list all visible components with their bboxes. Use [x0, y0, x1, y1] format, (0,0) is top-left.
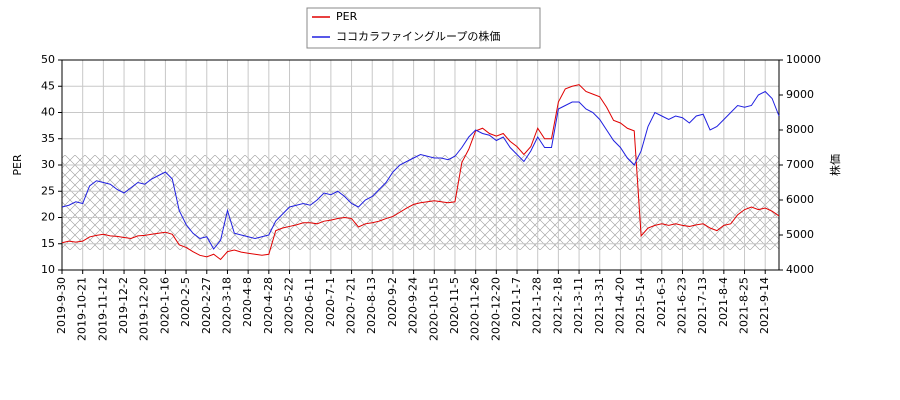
x-tick-label: 2021-8-25 [738, 277, 751, 334]
y-tick-label: 25 [41, 184, 55, 197]
x-tick-label: 2020-11-26 [469, 277, 482, 341]
y-tick-label: 30 [41, 158, 55, 171]
x-tick-label: 2019-11-12 [96, 277, 109, 341]
y-axis-label: PER [11, 154, 24, 176]
x-tick-label: 2020-5-22 [283, 277, 296, 334]
x-tick-label: 2020-1-16 [158, 277, 171, 334]
x-tick-label: 2020-6-11 [303, 277, 316, 334]
y-tick-label: 45 [41, 79, 55, 92]
y-tick-label: 15 [41, 237, 55, 250]
y-tick-label: 50 [41, 53, 55, 66]
x-tick-label: 2021-3-31 [593, 277, 606, 334]
series-line [61, 90, 780, 250]
legend-label: ココカラファイングループの株価 [336, 29, 500, 43]
plot-frame [61, 59, 780, 271]
x-tick-label: 2020-11-5 [448, 277, 461, 334]
y-tick-label: 20 [41, 211, 55, 224]
y-tick-label: 10 [41, 263, 55, 276]
x-tick-label: 2021-5-14 [634, 277, 647, 334]
series-line [61, 84, 780, 261]
y2-tick-label: 4000 [786, 263, 814, 276]
x-tick-label: 2019-9-30 [55, 277, 68, 334]
x-tick-label: 2021-7-13 [696, 277, 709, 334]
x-tick-label: 2019-12-2 [117, 277, 130, 334]
x-tick-label: 2020-9-2 [386, 277, 399, 327]
x-tick-label: 2020-2-5 [179, 277, 192, 327]
y-tick-label: 40 [41, 106, 55, 119]
x-tick-label: 2020-9-24 [407, 277, 420, 334]
x-tick-label: 2020-12-20 [489, 277, 502, 341]
y2-tick-label: 9000 [786, 88, 814, 101]
x-tick-label: 2021-6-23 [675, 277, 688, 334]
x-tick-label: 2021-4-20 [613, 277, 626, 334]
x-tick-label: 2020-3-18 [220, 277, 233, 334]
y-tick-label: 35 [41, 132, 55, 145]
y2-tick-label: 8000 [786, 123, 814, 136]
y2-tick-label: 5000 [786, 228, 814, 241]
y2-axis-label: 株価 [828, 154, 842, 176]
x-tick-label: 2021-2-18 [551, 277, 564, 334]
legend-box [306, 7, 541, 49]
x-tick-label: 2021-6-3 [655, 277, 668, 327]
x-tick-label: 2020-10-15 [427, 277, 440, 341]
x-tick-label: 2021-9-14 [758, 277, 771, 334]
x-tick-label: 2019-10-21 [76, 277, 89, 341]
x-tick-label: 2020-4-28 [262, 277, 275, 334]
x-tick-label: 2021-3-11 [572, 277, 585, 334]
x-tick-label: 2020-7-1 [324, 277, 337, 327]
y2-tick-label: 6000 [786, 193, 814, 206]
x-tick-label: 2020-2-27 [200, 277, 213, 334]
x-tick-label: 2021-1-7 [510, 277, 523, 327]
x-tick-label: 2019-12-20 [138, 277, 151, 341]
y2-tick-label: 7000 [786, 158, 814, 171]
x-tick-label: 2020-8-13 [365, 277, 378, 334]
x-tick-label: 2021-8-4 [717, 277, 730, 327]
x-tick-label: 2020-7-21 [345, 277, 358, 334]
x-tick-label: 2021-1-28 [531, 277, 544, 334]
x-tick-label: 2020-4-8 [241, 277, 254, 327]
legend-label: PER [336, 10, 358, 23]
y2-tick-label: 10000 [786, 53, 821, 66]
